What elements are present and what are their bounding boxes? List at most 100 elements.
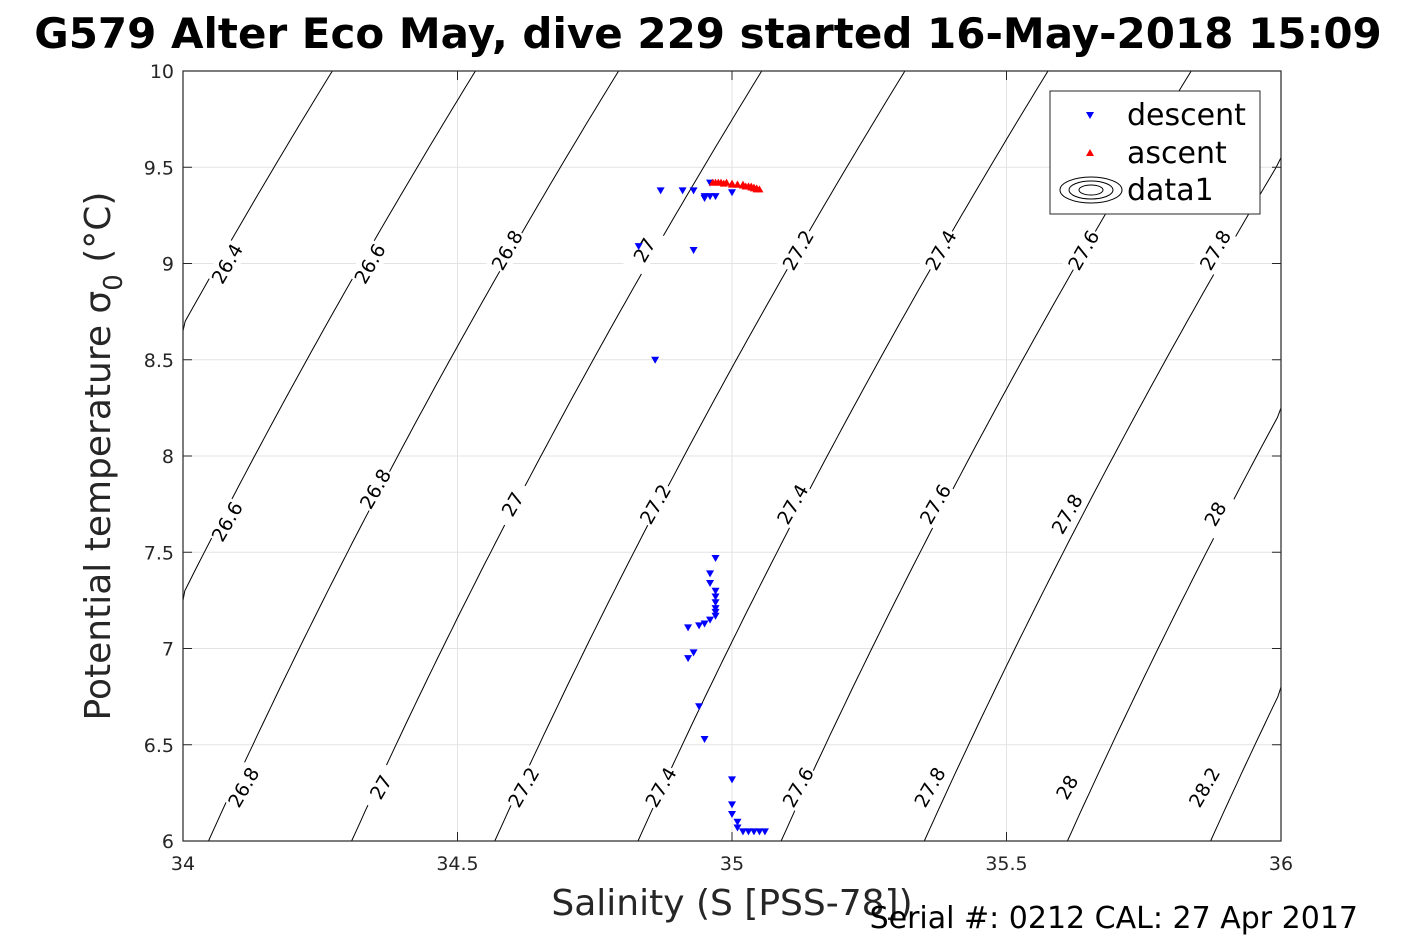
legend-data1-label: data1: [1127, 173, 1214, 208]
chart-title: G579 Alter Eco May, dive 229 started 16-…: [34, 9, 1382, 58]
y-tick-label: 9: [162, 254, 174, 276]
descent-point: [689, 187, 698, 195]
contour-label-bg: [485, 224, 529, 276]
ascent-point: [714, 178, 723, 186]
contour-label-bg: [908, 762, 952, 813]
legend-ascent-label: ascent: [1127, 136, 1227, 171]
descent-point: [700, 735, 709, 743]
contour-label-bg: [222, 762, 265, 813]
descent-point: [749, 828, 758, 836]
descent-point: [634, 243, 643, 251]
y-tick-label: 9.5: [144, 157, 174, 179]
descent-point: [711, 599, 720, 607]
isopycnal-line: [182, 70, 333, 341]
contour-label-bg: [205, 496, 249, 547]
descent-point: [695, 703, 704, 711]
isopycnal-line: [494, 70, 906, 842]
ascent-point: [752, 185, 761, 193]
contour-label-bg: [359, 762, 403, 813]
descent-point: [706, 616, 715, 624]
y-axis-ticks: 6 6.5 7 7.5 8 8.5 9 9.5 10: [144, 61, 1281, 853]
descent-point: [656, 187, 665, 195]
descent-point: [760, 828, 769, 836]
descent-point: [700, 195, 709, 203]
contour-label-bg: [1062, 224, 1105, 276]
y-tick-label: 10: [150, 61, 174, 83]
descent-point: [689, 649, 698, 657]
descent-point: [678, 187, 687, 195]
contour-label-bg: [639, 762, 683, 813]
descent-point: [728, 776, 736, 784]
x-tick-label: 36: [1269, 853, 1293, 875]
legend: descent ascent data1: [1049, 90, 1261, 215]
x-axis-label: Salinity (S [PSS-78]): [551, 883, 912, 924]
contour-label-bg: [1045, 762, 1089, 813]
contour-label-bg: [1045, 488, 1089, 539]
isopycnal-line: [1210, 667, 1282, 842]
descent-point: [700, 620, 709, 628]
descent-point: [728, 801, 736, 809]
y-tick-label: 6.5: [144, 735, 174, 757]
descent-point: [706, 570, 715, 578]
contour-label-bg: [348, 238, 392, 289]
y-tick-label: 7: [162, 639, 174, 661]
descent-point: [755, 828, 764, 836]
contour-label-bg: [919, 224, 963, 276]
contour-label-bg: [1193, 488, 1237, 539]
ascent-point: [741, 182, 750, 190]
isopycnal-line: [637, 70, 1049, 842]
x-tick-label: 35: [720, 853, 744, 875]
legend-descent-label: descent: [1127, 98, 1246, 133]
descent-point: [684, 655, 693, 663]
descent-point: [684, 624, 693, 632]
descent-point: [706, 580, 715, 588]
x-tick-label: 34.5: [436, 853, 478, 875]
contour-label-bg: [776, 762, 820, 813]
x-axis-ticks: 34 34.5 35 35.5 36: [171, 71, 1293, 875]
legend-box: [1049, 90, 1261, 215]
y-tick-label: 6: [162, 831, 174, 853]
ascent-point: [708, 178, 717, 186]
descent-series: [634, 179, 769, 836]
y-axis-label: Potential temperature σ0 (°C): [78, 192, 129, 721]
isopycnal-line: [351, 70, 763, 842]
x-tick-label: 35.5: [985, 853, 1027, 875]
contour-label-bg: [1193, 224, 1237, 276]
contour-label-bg: [622, 224, 666, 276]
descent-point: [728, 189, 736, 197]
contour-label-bg: [205, 238, 249, 289]
y-axis-label-unit: (°C): [78, 192, 119, 275]
descent-point: [733, 818, 742, 826]
contour-label-bg: [501, 762, 545, 813]
contour-label-bg: [491, 479, 534, 530]
descent-point: [706, 193, 715, 201]
descent-point: [744, 828, 753, 836]
descent-point: [733, 824, 742, 832]
descent-point: [695, 622, 704, 630]
descent-point: [711, 612, 720, 620]
y-axis-label-group: Potential temperature σ0 (°C): [78, 192, 129, 721]
legend-ascent-marker: [1086, 149, 1094, 156]
contour-label-bg: [776, 224, 820, 276]
descent-point: [651, 356, 660, 364]
contour-label-bg: [1182, 762, 1226, 813]
y-tick-label: 8: [162, 446, 174, 468]
descent-point: [728, 811, 736, 819]
descent-point: [689, 247, 698, 255]
descent-point: [711, 593, 720, 601]
contour-label-bg: [913, 479, 957, 530]
y-axis-label-main: Potential temperature σ: [78, 291, 119, 721]
descent-point: [711, 193, 720, 201]
descent-point: [711, 608, 720, 616]
serial-cal-footer: Serial #: 0212 CAL: 27 Apr 2017: [870, 901, 1358, 936]
density-contours: [182, 70, 1282, 842]
y-tick-label: 8.5: [144, 350, 174, 372]
contour-label-bg: [633, 479, 677, 530]
legend-descent-marker: [1086, 112, 1094, 119]
contour-label-bg: [353, 463, 397, 514]
isopycnal-line: [1066, 398, 1282, 842]
y-tick-label: 7.5: [144, 542, 174, 564]
descent-point: [711, 555, 720, 563]
descent-point: [711, 605, 720, 613]
